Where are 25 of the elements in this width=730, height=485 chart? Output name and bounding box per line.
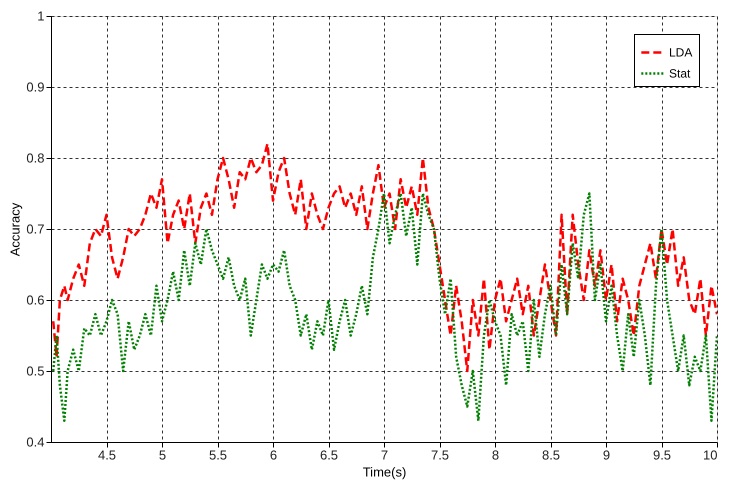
x-tick-label: 6.5 bbox=[320, 448, 338, 462]
y-axis-title: Accuracy bbox=[7, 202, 22, 256]
x-tick-label: 4.5 bbox=[98, 448, 116, 462]
y-tick-label: 0.7 bbox=[26, 222, 44, 236]
x-tick-label: 7.5 bbox=[430, 448, 450, 462]
x-axis-title: Time(s) bbox=[362, 464, 406, 480]
x-tick-label: 7 bbox=[380, 448, 388, 462]
legend-label: LDA bbox=[669, 46, 692, 60]
x-tick-label: 6 bbox=[270, 448, 278, 462]
line-series bbox=[52, 142, 717, 372]
x-tick-label: 5.5 bbox=[208, 448, 228, 462]
x-tick-label: 8.5 bbox=[542, 448, 560, 462]
y-tick-label: 0.5 bbox=[26, 364, 44, 378]
y-tick-label: 0.4 bbox=[26, 434, 44, 450]
x-tick-label: 8 bbox=[492, 448, 500, 462]
y-tick-label: 0.6 bbox=[26, 292, 44, 308]
x-tick-label: 9 bbox=[602, 448, 610, 462]
line-series bbox=[52, 192, 717, 422]
y-tick-label: 0.8 bbox=[26, 150, 44, 166]
y-tick-label: 0.9 bbox=[26, 80, 44, 94]
x-tick-label: 5 bbox=[158, 448, 166, 462]
legend-label: Stat bbox=[669, 66, 692, 80]
x-tick-label: 10 bbox=[703, 448, 718, 462]
y-tick-label: 1 bbox=[37, 8, 44, 24]
x-tick-label: 9.5 bbox=[652, 448, 672, 462]
